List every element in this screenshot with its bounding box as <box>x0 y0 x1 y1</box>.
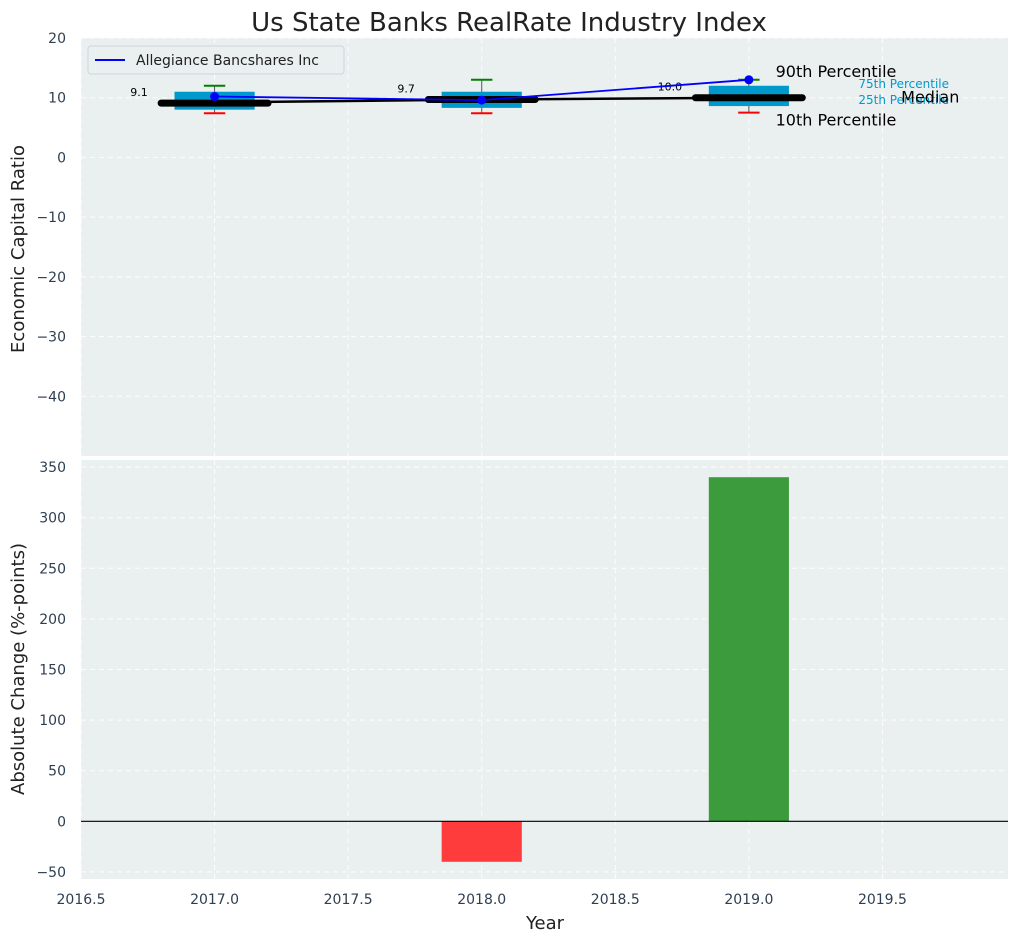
legend-company-label: Allegiance Bancshares Inc <box>136 53 319 69</box>
bottom-y-tick-label: 250 <box>39 561 66 577</box>
top-y-tick-label: 20 <box>48 31 66 47</box>
bottom-y-axis-title: Absolute Change (%-points) <box>8 543 29 795</box>
legend-box <box>87 45 345 75</box>
median-value-label: 9.1 <box>130 86 148 99</box>
bar-negative <box>441 821 522 862</box>
x-tick-label: 2018.0 <box>457 892 506 908</box>
p90-annotation: 90th Percentile <box>776 62 897 81</box>
median-annotation: Median <box>901 88 959 107</box>
x-tick-label: 2018.5 <box>591 892 640 908</box>
legend: Allegiance Bancshares Inc <box>87 45 345 75</box>
x-tick-label: 2019.0 <box>724 892 773 908</box>
x-tick-label: 2017.5 <box>324 892 373 908</box>
median-value-label: 10.0 <box>658 81 683 94</box>
bottom-y-tick-label: 150 <box>39 663 66 679</box>
top-y-tick-label: 0 <box>57 150 66 166</box>
bottom-y-tick-label: 100 <box>39 713 66 729</box>
x-tick-label: 2017.0 <box>190 892 239 908</box>
bottom-y-tick-label: 200 <box>39 612 66 628</box>
bottom-y-tick-label: 0 <box>57 814 66 830</box>
company-point <box>477 95 487 105</box>
top-y-tick-label: 10 <box>48 91 66 107</box>
bottom-y-tick-label: 300 <box>39 511 66 527</box>
p25-annotation: 25th Percentile <box>858 93 949 107</box>
x-tick-label: 2019.5 <box>858 892 907 908</box>
x-tick-label: 2016.5 <box>57 892 106 908</box>
top-y-tick-label: −10 <box>36 210 66 226</box>
median-value-label: 9.7 <box>397 83 415 96</box>
p10-annotation: 10th Percentile <box>776 111 897 130</box>
company-point <box>210 92 220 102</box>
top-y-tick-label: −30 <box>36 330 66 346</box>
bar-positive <box>708 477 789 822</box>
company-point <box>744 75 754 85</box>
top-y-axis-title: Economic Capital Ratio <box>8 145 29 353</box>
bottom-y-tick-label: −50 <box>36 865 66 881</box>
top-y-tick-label: −40 <box>36 389 66 405</box>
p75-annotation: 75th Percentile <box>858 77 949 91</box>
bottom-y-tick-label: 350 <box>39 460 66 476</box>
chart-title: Us State Banks RealRate Industry Index <box>251 8 767 38</box>
x-axis-title: Year <box>525 913 565 934</box>
bottom-y-tick-label: 50 <box>48 764 66 780</box>
top-y-tick-label: −20 <box>36 270 66 286</box>
